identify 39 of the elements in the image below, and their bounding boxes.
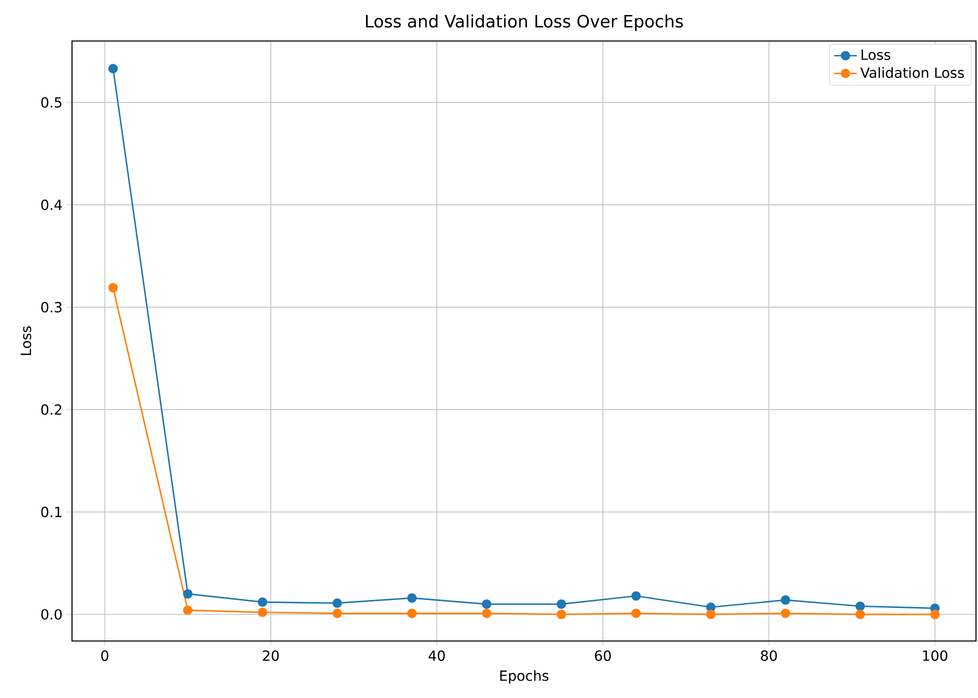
point	[780, 608, 790, 618]
legend-label: Validation Loss	[860, 67, 964, 78]
point	[482, 608, 492, 618]
point	[183, 589, 193, 599]
legend-label: Loss	[862, 50, 890, 60]
x-tick-label: 20	[262, 650, 279, 661]
x-tick-label: 80	[760, 650, 777, 661]
point	[930, 610, 940, 620]
y-tick-label: 0.0	[41, 609, 62, 620]
y-tick-label: 0.2	[41, 404, 62, 415]
x-tick-label: 0	[101, 650, 108, 661]
point	[631, 591, 641, 601]
point	[556, 610, 566, 620]
point	[855, 601, 865, 611]
x-tick-label: 40	[428, 650, 445, 661]
point	[482, 599, 492, 609]
y-tick-label: 0.5	[41, 97, 62, 108]
point	[706, 610, 716, 620]
point	[332, 598, 342, 608]
x-tick-label: 60	[594, 650, 611, 661]
chart-title: Loss and Validation Loss Over Epochs	[366, 14, 683, 31]
point	[332, 608, 342, 618]
point	[407, 608, 417, 618]
point	[780, 595, 790, 605]
point	[258, 597, 268, 607]
y-tick-label: 0.3	[41, 302, 62, 312]
point	[108, 64, 118, 74]
point	[556, 599, 566, 609]
point	[183, 606, 193, 616]
point	[258, 608, 268, 618]
y-axis-title: Loss	[20, 326, 32, 355]
point	[108, 283, 118, 292]
x-axis-title: Epochs	[500, 670, 548, 684]
point	[855, 610, 865, 620]
point	[407, 593, 417, 603]
y-tick-label: 0.4	[41, 200, 62, 210]
y-tick-label: 0.1	[41, 506, 62, 518]
point	[631, 608, 641, 618]
x-tick-label: 100	[923, 650, 948, 661]
